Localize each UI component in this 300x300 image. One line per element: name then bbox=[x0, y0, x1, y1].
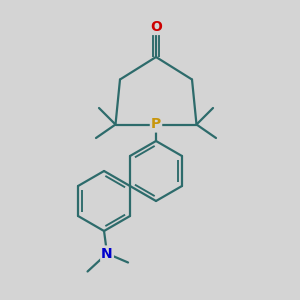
Text: N: N bbox=[101, 247, 113, 260]
Text: P: P bbox=[151, 118, 161, 131]
Text: O: O bbox=[150, 20, 162, 34]
